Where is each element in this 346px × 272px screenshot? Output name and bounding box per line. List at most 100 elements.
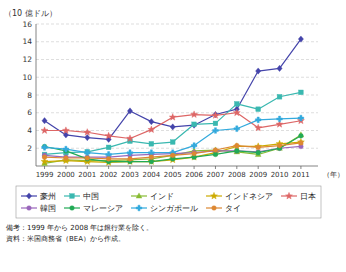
legend-label: マレーシア — [83, 204, 123, 213]
x-tick — [108, 166, 109, 169]
point — [127, 135, 134, 142]
legend-marker — [211, 192, 218, 199]
x-tick-label: 2007 — [207, 171, 225, 179]
legend-label: タイ — [225, 204, 241, 213]
point — [192, 122, 197, 127]
grid-line — [36, 24, 318, 25]
point — [234, 102, 239, 107]
x-tick-label: 2001 — [78, 171, 96, 179]
point — [84, 150, 90, 156]
grid-line — [36, 130, 318, 131]
series-line — [45, 92, 301, 154]
y-tick-label: 2 — [27, 144, 32, 153]
point — [85, 155, 90, 160]
x-tick — [44, 166, 45, 169]
point — [191, 122, 196, 128]
legend-label: 中国 — [83, 192, 99, 201]
point — [213, 128, 219, 134]
point — [234, 149, 239, 154]
y-axis-label: （10 億ドル） — [4, 9, 57, 18]
x-tick — [194, 166, 195, 169]
x-tick-label: 2002 — [100, 171, 118, 179]
legend-marker — [70, 194, 75, 199]
point — [170, 153, 175, 158]
point — [64, 156, 69, 161]
series-line — [45, 39, 301, 139]
legend-marker — [286, 192, 293, 199]
point — [213, 148, 218, 153]
x-tick-label: 2010 — [271, 171, 289, 179]
series — [42, 36, 304, 143]
point — [85, 156, 90, 161]
point — [191, 111, 198, 118]
legend-label: 韓国 — [40, 204, 56, 213]
series-line — [45, 113, 301, 139]
series-line — [45, 135, 301, 163]
point — [298, 115, 304, 121]
x-tick-label: 2006 — [185, 171, 203, 179]
point — [255, 117, 261, 123]
point — [213, 152, 218, 157]
point — [213, 147, 219, 152]
point — [213, 121, 218, 126]
x-tick-label: 2011 — [292, 171, 310, 179]
legend-label: シンガポール — [150, 204, 198, 213]
point — [298, 36, 303, 42]
x-tick — [215, 166, 216, 169]
point — [256, 149, 261, 154]
point — [106, 145, 111, 150]
note: 備考：1999 年から 2008 年は銀行業を除く。 — [6, 224, 153, 232]
point — [127, 150, 133, 156]
point — [63, 146, 69, 152]
point — [41, 127, 48, 134]
point — [149, 159, 154, 164]
legend-label: インドネシア — [225, 192, 273, 201]
x-tick — [87, 166, 88, 169]
series — [42, 141, 303, 162]
point — [64, 155, 69, 160]
point — [299, 141, 304, 146]
x-tick-label: 1999 — [36, 171, 54, 179]
point — [299, 133, 304, 138]
x-tick-label: 2008 — [228, 171, 246, 179]
x-axis-label: （年） — [323, 171, 344, 179]
point — [234, 143, 239, 148]
series — [42, 133, 303, 163]
x-tick — [130, 166, 131, 169]
x-tick-label: 2000 — [57, 171, 75, 179]
point — [85, 134, 90, 140]
point — [212, 112, 219, 119]
point — [105, 132, 112, 139]
grid-line — [36, 77, 318, 78]
legend: 豪州中国インドインドネシア日本韓国マレーシアシンガポールタイ — [16, 186, 321, 218]
grid — [36, 24, 318, 148]
point — [256, 107, 261, 112]
point — [85, 157, 90, 162]
point — [149, 155, 154, 160]
point — [148, 126, 155, 133]
x-tick — [151, 166, 152, 169]
point — [170, 140, 175, 145]
series — [41, 109, 304, 141]
legend-marker — [212, 206, 217, 211]
point — [192, 151, 197, 156]
grid-line — [36, 41, 318, 42]
x-tick — [258, 166, 259, 169]
y-axis — [36, 24, 37, 166]
legend-marker — [27, 206, 32, 211]
point — [84, 129, 91, 136]
note: 資料：米国商務省（BEA）から作成。 — [6, 235, 125, 243]
series-line — [45, 136, 301, 162]
point — [191, 143, 197, 149]
point — [62, 127, 69, 134]
legend-label: 豪州 — [40, 192, 56, 201]
y-tick-label: 8 — [27, 91, 32, 100]
point — [256, 150, 261, 155]
y-tick-label: 12 — [22, 55, 32, 64]
y-tick-label: 4 — [27, 126, 32, 135]
y-tick-label: 14 — [22, 37, 32, 46]
point — [256, 68, 261, 74]
point — [192, 150, 197, 155]
x-tick — [65, 166, 66, 169]
x-tick-label: 2004 — [142, 171, 160, 179]
